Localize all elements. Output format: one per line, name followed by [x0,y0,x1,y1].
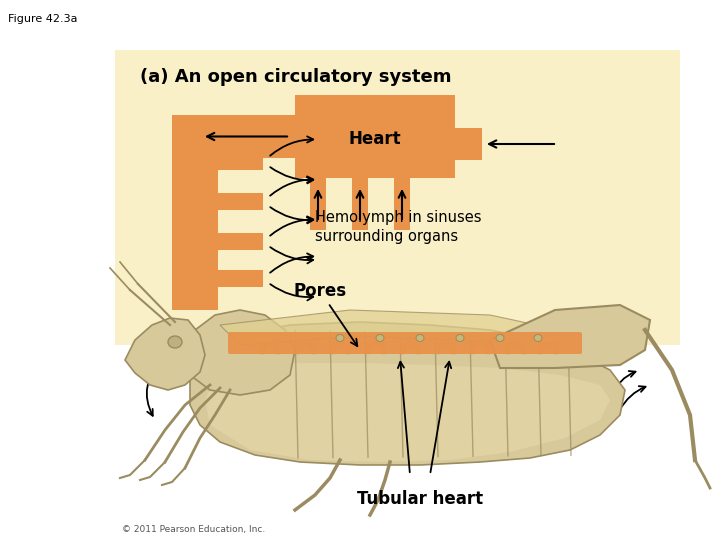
Polygon shape [490,305,650,368]
Bar [172,115,300,158]
Ellipse shape [496,334,504,341]
Bar [218,153,263,170]
Ellipse shape [168,336,182,348]
FancyBboxPatch shape [228,332,582,354]
Text: Hemolymph in sinuses
surrounding organs: Hemolymph in sinuses surrounding organs [315,210,482,244]
Text: Tubular heart: Tubular heart [357,490,483,508]
Text: © 2011 Pearson Education, Inc.: © 2011 Pearson Education, Inc. [122,525,265,534]
Bar [172,115,218,310]
Text: Figure 42.3a: Figure 42.3a [8,14,78,24]
Ellipse shape [456,334,464,341]
Polygon shape [185,310,295,395]
Bar [352,178,368,230]
Bar [218,270,263,287]
Bar [295,95,455,178]
Ellipse shape [376,334,384,341]
Bar [218,193,263,210]
Polygon shape [125,318,205,390]
Ellipse shape [416,334,424,341]
Bar [310,178,326,230]
Text: (a) An open circulatory system: (a) An open circulatory system [140,68,451,86]
Bar [394,178,410,230]
Bar [218,233,263,250]
Text: Pores: Pores [294,282,357,346]
Polygon shape [190,322,625,465]
Text: Heart: Heart [348,130,401,147]
Ellipse shape [336,334,344,341]
Ellipse shape [534,334,542,341]
Polygon shape [220,310,580,345]
Polygon shape [205,363,610,462]
Bar [115,50,680,345]
Bar [455,128,482,160]
